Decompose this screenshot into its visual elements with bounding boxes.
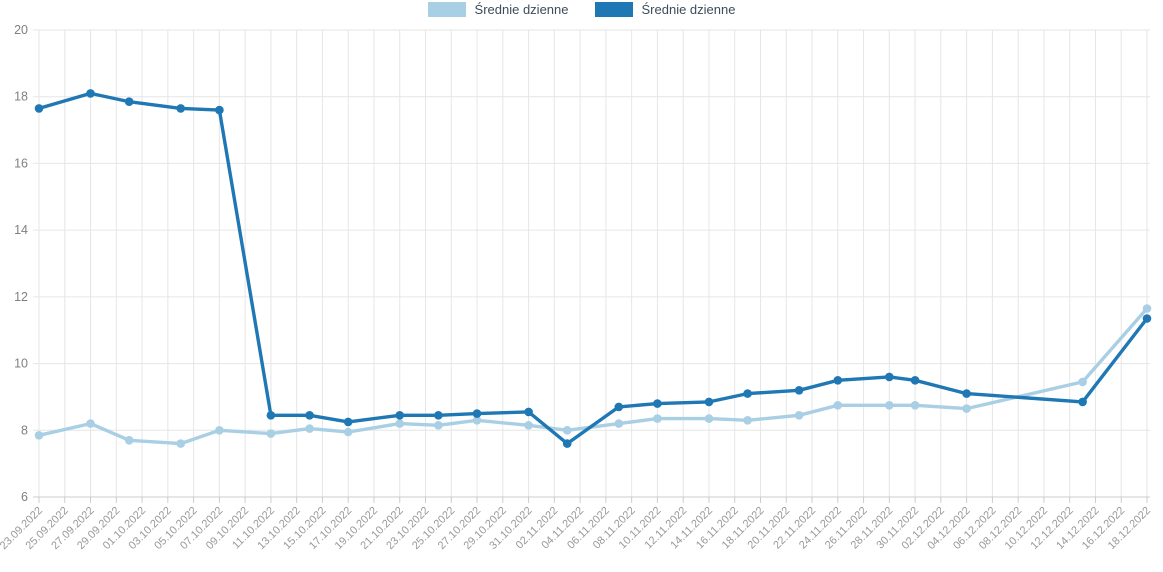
series-point-dark[interactable] bbox=[34, 104, 44, 113]
series-point-dark[interactable] bbox=[343, 417, 353, 427]
legend-label: Średnie dzienne bbox=[474, 2, 569, 17]
series-point-dark[interactable] bbox=[743, 389, 752, 398]
series-point-dark[interactable] bbox=[885, 372, 894, 382]
series-point-light[interactable] bbox=[833, 401, 843, 410]
series-point-dark[interactable] bbox=[910, 376, 920, 385]
series-point-light[interactable] bbox=[885, 401, 894, 410]
y-tick-label: 10 bbox=[14, 357, 28, 371]
series-point-light[interactable] bbox=[524, 421, 533, 430]
series-point-light[interactable] bbox=[704, 414, 714, 423]
series-point-dark[interactable] bbox=[176, 104, 185, 113]
y-tick-label: 14 bbox=[14, 223, 28, 237]
legend-item-light-series[interactable]: Średnie dzienne bbox=[427, 2, 569, 17]
series-point-dark[interactable] bbox=[794, 386, 804, 395]
series-point-dark[interactable] bbox=[266, 411, 276, 420]
series-point-dark[interactable] bbox=[305, 411, 314, 420]
series-point-dark[interactable] bbox=[1078, 397, 1087, 407]
series-point-light[interactable] bbox=[86, 419, 95, 428]
series-point-light[interactable] bbox=[962, 404, 971, 413]
y-tick-label: 18 bbox=[14, 90, 28, 104]
series-point-light[interactable] bbox=[1078, 377, 1087, 387]
series-point-light[interactable] bbox=[124, 436, 134, 445]
series-point-light[interactable] bbox=[1142, 304, 1152, 313]
series-point-light[interactable] bbox=[395, 419, 405, 428]
legend-label: Średnie dzienne bbox=[641, 2, 736, 17]
series-line-dark bbox=[37, 91, 1149, 446]
series-point-dark[interactable] bbox=[434, 411, 443, 420]
y-tick-label: 12 bbox=[14, 290, 28, 304]
series-point-dark[interactable] bbox=[124, 97, 134, 106]
series-point-dark[interactable] bbox=[704, 397, 714, 407]
series-point-light[interactable] bbox=[653, 414, 662, 423]
series-point-light[interactable] bbox=[305, 424, 314, 433]
series-point-light[interactable] bbox=[472, 416, 482, 425]
series-point-dark[interactable] bbox=[86, 89, 95, 98]
series-point-light[interactable] bbox=[614, 419, 624, 428]
y-tick-label: 6 bbox=[21, 490, 28, 504]
series-point-dark[interactable] bbox=[614, 402, 624, 412]
series-point-light[interactable] bbox=[562, 426, 572, 435]
series-point-light[interactable] bbox=[910, 401, 920, 410]
chart-legend: Średnie dzienne Średnie dzienne bbox=[0, 2, 1163, 17]
series-point-dark[interactable] bbox=[215, 105, 224, 115]
series-point-dark[interactable] bbox=[472, 409, 482, 418]
series-point-dark[interactable] bbox=[524, 407, 533, 417]
series-point-light[interactable] bbox=[743, 416, 752, 425]
series-point-light[interactable] bbox=[434, 421, 443, 430]
series-point-light[interactable] bbox=[176, 439, 185, 448]
series-point-light[interactable] bbox=[266, 429, 276, 438]
y-tick-label: 8 bbox=[21, 423, 28, 437]
series-point-dark[interactable] bbox=[395, 411, 405, 420]
y-tick-label: 16 bbox=[14, 156, 28, 170]
series-point-dark[interactable] bbox=[653, 399, 662, 408]
legend-swatch-dark-icon bbox=[594, 2, 633, 17]
series-point-light[interactable] bbox=[343, 427, 353, 437]
series-point-dark[interactable] bbox=[962, 389, 971, 398]
series-point-light[interactable] bbox=[34, 431, 44, 440]
legend-swatch-light-icon bbox=[427, 2, 466, 17]
y-tick-label: 20 bbox=[14, 23, 28, 37]
series-point-dark[interactable] bbox=[1142, 314, 1152, 323]
legend-item-dark-series[interactable]: Średnie dzienne bbox=[594, 2, 736, 17]
series-point-light[interactable] bbox=[215, 426, 224, 435]
series-point-dark[interactable] bbox=[562, 439, 572, 448]
series-point-light[interactable] bbox=[794, 411, 804, 420]
series-point-dark[interactable] bbox=[833, 376, 843, 385]
